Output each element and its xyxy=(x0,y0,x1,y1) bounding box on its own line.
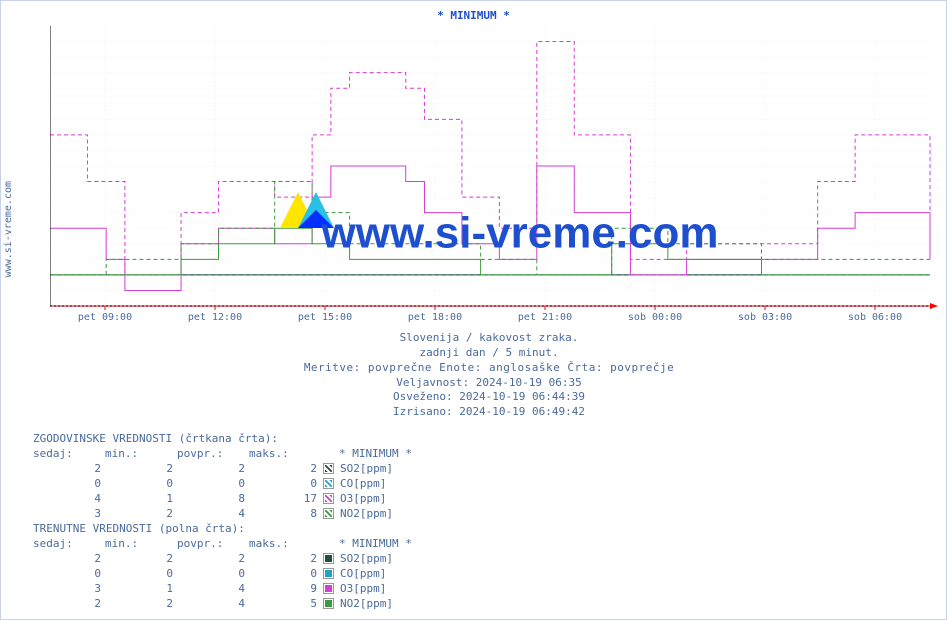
value-cell: 2 xyxy=(105,507,177,520)
value-cell: 5 xyxy=(249,597,321,610)
table-row: 2245 NO2[ppm] xyxy=(33,596,639,611)
table-row: 41817 O3[ppm] xyxy=(33,491,639,506)
meta-line: zadnji dan / 5 minut. xyxy=(49,346,929,361)
value-cell: 3 xyxy=(33,507,105,520)
legend-swatch xyxy=(323,493,334,504)
value-cell: 0 xyxy=(249,567,321,580)
chart-title: * MINIMUM * xyxy=(437,9,510,22)
value-cell: 17 xyxy=(249,492,321,505)
series-label: SO2[ppm] xyxy=(340,552,393,565)
table-row: 2222 SO2[ppm] xyxy=(33,551,639,566)
svg-text:pet 18:00: pet 18:00 xyxy=(408,312,462,323)
solid-title: TRENUTNE VREDNOSTI (polna črta): xyxy=(33,521,639,536)
value-cell: 4 xyxy=(177,597,249,610)
col-header: maks.: xyxy=(249,447,321,460)
table-row: 3149 O3[ppm] xyxy=(33,581,639,596)
value-cell: 9 xyxy=(249,582,321,595)
value-cell: 4 xyxy=(177,582,249,595)
svg-text:sob 03:00: sob 03:00 xyxy=(738,312,792,323)
series-label: O3[ppm] xyxy=(340,582,386,595)
site-label: www.si-vreme.com xyxy=(3,181,14,277)
series-label: CO[ppm] xyxy=(340,477,386,490)
svg-text:sob 00:00: sob 00:00 xyxy=(628,312,682,323)
report-container: www.si-vreme.com * MINIMUM * pet 09:00pe… xyxy=(0,0,947,620)
value-cell: 3 xyxy=(33,582,105,595)
legend-title: * MINIMUM * xyxy=(339,537,639,550)
meta-line: Izrisano: 2024-10-19 06:49:42 xyxy=(49,405,929,420)
meta-line: Meritve: povprečne Enote: anglosaške Črt… xyxy=(49,361,929,376)
meta-line: Slovenija / kakovost zraka. xyxy=(49,331,929,346)
legend-swatch xyxy=(323,463,334,474)
timeseries-chart: pet 09:00 pet 12:00 pet 15:00 pet 18:00 pet … xyxy=(49,25,947,337)
value-cell: 4 xyxy=(33,492,105,505)
table-row: 2222 SO2[ppm] xyxy=(33,461,639,476)
value-cell: 0 xyxy=(33,477,105,490)
value-cell: 2 xyxy=(33,462,105,475)
svg-text:pet 09:00: pet 09:00 xyxy=(78,312,132,323)
value-cell: 2 xyxy=(249,552,321,565)
legend-swatch xyxy=(323,508,334,519)
value-cell: 1 xyxy=(105,492,177,505)
table-row: 3248 NO2[ppm] xyxy=(33,506,639,521)
col-header: sedaj: xyxy=(33,447,105,460)
series-label: SO2[ppm] xyxy=(340,462,393,475)
value-cell: 0 xyxy=(177,567,249,580)
series-label: NO2[ppm] xyxy=(340,597,393,610)
value-cell: 0 xyxy=(177,477,249,490)
legend-swatch xyxy=(323,478,334,489)
col-header: min.: xyxy=(105,447,177,460)
chart-metadata: Slovenija / kakovost zraka.zadnji dan / … xyxy=(49,331,929,420)
value-cell: 2 xyxy=(33,597,105,610)
value-cell: 0 xyxy=(105,567,177,580)
value-cell: 0 xyxy=(33,567,105,580)
legend-swatch xyxy=(323,583,334,594)
value-cell: 2 xyxy=(105,552,177,565)
value-cell: 1 xyxy=(105,582,177,595)
col-header: povpr.: xyxy=(177,537,249,550)
svg-text:pet 15:00: pet 15:00 xyxy=(298,312,352,323)
meta-line: Osveženo: 2024-10-19 06:44:39 xyxy=(49,390,929,405)
col-header: povpr.: xyxy=(177,447,249,460)
value-cell: 2 xyxy=(33,552,105,565)
table-header: sedaj:min.:povpr.:maks.: * MINIMUM * xyxy=(33,446,639,461)
col-header: min.: xyxy=(105,537,177,550)
series-label: NO2[ppm] xyxy=(340,507,393,520)
value-cell: 8 xyxy=(249,507,321,520)
table-row: 0000 CO[ppm] xyxy=(33,566,639,581)
table-row: 0000 CO[ppm] xyxy=(33,476,639,491)
col-header: maks.: xyxy=(249,537,321,550)
series-label: O3[ppm] xyxy=(340,492,386,505)
watermark-text: www.si-vreme.com xyxy=(321,209,719,258)
value-cell: 8 xyxy=(177,492,249,505)
value-tables: ZGODOVINSKE VREDNOSTI (črtkana črta): se… xyxy=(33,431,639,611)
value-cell: 2 xyxy=(177,552,249,565)
legend-title: * MINIMUM * xyxy=(339,447,639,460)
svg-text:pet 12:00: pet 12:00 xyxy=(188,312,242,323)
value-cell: 2 xyxy=(177,462,249,475)
value-cell: 4 xyxy=(177,507,249,520)
series-label: CO[ppm] xyxy=(340,567,386,580)
legend-swatch xyxy=(323,598,334,609)
value-cell: 2 xyxy=(105,597,177,610)
legend-swatch xyxy=(323,568,334,579)
value-cell: 0 xyxy=(105,477,177,490)
meta-line: Veljavnost: 2024-10-19 06:35 xyxy=(49,376,929,391)
col-header: sedaj: xyxy=(33,537,105,550)
value-cell: 2 xyxy=(105,462,177,475)
legend-swatch xyxy=(323,553,334,564)
value-cell: 0 xyxy=(249,477,321,490)
svg-text:pet 21:00: pet 21:00 xyxy=(518,312,572,323)
value-cell: 2 xyxy=(249,462,321,475)
svg-text:sob 06:00: sob 06:00 xyxy=(848,312,902,323)
dash-title: ZGODOVINSKE VREDNOSTI (črtkana črta): xyxy=(33,431,639,446)
table-header: sedaj:min.:povpr.:maks.: * MINIMUM * xyxy=(33,536,639,551)
